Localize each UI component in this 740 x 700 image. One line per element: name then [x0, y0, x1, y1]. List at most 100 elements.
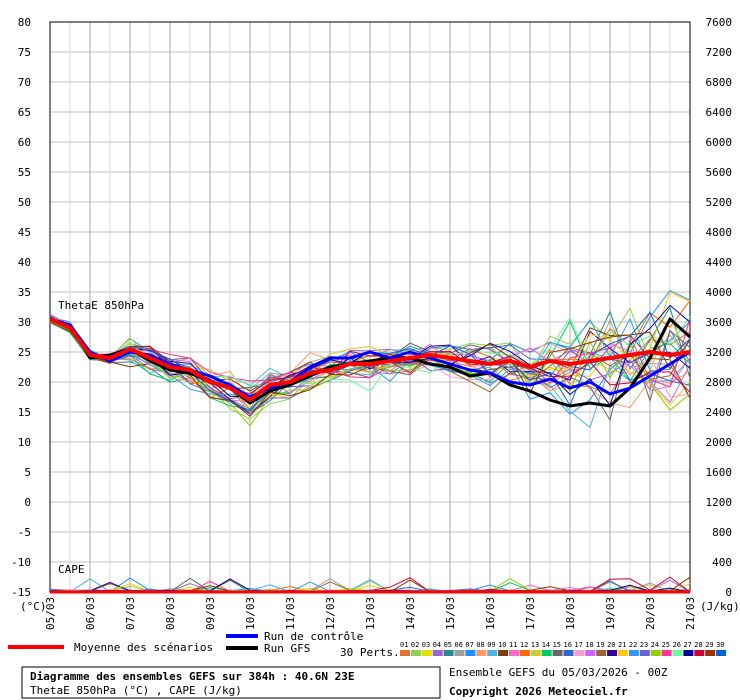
perturbation-swatch [432, 650, 443, 656]
right-tick-label: 3200 [706, 346, 733, 359]
right-tick-label: 1600 [706, 466, 733, 479]
date-tick-label: 05/03 [44, 597, 57, 630]
date-tick-label: 15/03 [444, 597, 457, 630]
perturbation-id: 27 [683, 641, 691, 649]
right-tick-label: 4000 [706, 286, 733, 299]
perturbation-id: 12 [520, 641, 528, 649]
perturbation-swatch [454, 650, 465, 656]
perturbation-id: 17 [574, 641, 582, 649]
left-tick-label: 75 [18, 46, 31, 59]
perturbation-id: 25 [662, 641, 670, 649]
right-tick-label: 2400 [706, 406, 733, 419]
left-tick-label: -5 [18, 526, 31, 539]
perturbation-id: 15 [553, 641, 561, 649]
mean-line [49, 317, 691, 402]
perturbation-swatch [661, 650, 672, 656]
cape-label: CAPE [58, 563, 85, 576]
right-tick-label: 4400 [706, 256, 733, 269]
date-tick-label: 14/03 [404, 597, 417, 630]
perturbation-line [49, 319, 691, 411]
left-tick-label: 20 [18, 376, 31, 389]
perturbation-swatch [650, 650, 661, 656]
date-axis: 05/03 06/03 07/03 08/03 09/03 10/03 11/03 12/03… [44, 597, 697, 630]
left-tick-label: 80 [18, 16, 31, 29]
right-unit-label: (J/kg) [700, 600, 740, 613]
grid-lines [49, 21, 691, 593]
date-tick-label: 12/03 [324, 597, 337, 630]
left-tick-label: 40 [18, 256, 31, 269]
perturbation-id: 20 [607, 641, 615, 649]
left-tick-label: 30 [18, 316, 31, 329]
legend-perts-label: 30 Perts. [340, 646, 400, 659]
perturbation-id: 11 [509, 641, 517, 649]
perturbation-id: 04 [433, 641, 441, 649]
legend-gfs-label: Run GFS [264, 642, 310, 655]
left-tick-label: 70 [18, 76, 31, 89]
perturbation-swatch [672, 650, 683, 656]
perturbation-id: 13 [531, 641, 539, 649]
perturbation-swatch [541, 650, 552, 656]
chart-title: Diagramme des ensembles GEFS sur 384h : … [30, 670, 355, 683]
perturbation-swatch [410, 650, 421, 656]
perturbation-id: 24 [651, 641, 659, 649]
perturbation-id: 16 [564, 641, 572, 649]
left-tick-label: 10 [18, 436, 31, 449]
perturbation-swatch [563, 650, 574, 656]
perturbation-swatch [476, 650, 487, 656]
left-tick-label: 50 [18, 196, 31, 209]
gfs-line [49, 317, 692, 408]
date-tick-label: 16/03 [484, 597, 497, 630]
chart-subtitle: ThetaE 850hPa (°C) , CAPE (J/kg) [30, 684, 242, 697]
perturbation-id: 28 [694, 641, 702, 649]
right-tick-label: 400 [712, 556, 732, 569]
left-tick-label: -10 [11, 556, 31, 569]
right-tick-label: 3600 [706, 316, 733, 329]
right-tick-label: 4800 [706, 226, 733, 239]
right-tick-label: 6800 [706, 76, 733, 89]
left-tick-label: 55 [18, 166, 31, 179]
date-tick-label: 18/03 [564, 597, 577, 630]
thetae-label: ThetaE 850hPa [58, 299, 144, 312]
perturbation-id: 23 [640, 641, 648, 649]
perturbation-id: 10 [498, 641, 506, 649]
perturbation-swatch [421, 650, 432, 656]
perturbation-swatch [530, 650, 541, 656]
perturbation-id: 07 [465, 641, 473, 649]
perturbation-id: 30 [716, 641, 724, 649]
right-tick-label: 2800 [706, 376, 733, 389]
main-series [49, 317, 692, 594]
date-tick-label: 13/03 [364, 597, 377, 630]
right-tick-label: 0 [725, 586, 732, 599]
perturbation-swatch [596, 650, 607, 656]
perturbation-swatch [705, 650, 716, 656]
perturbation-swatch [498, 650, 509, 656]
perturbation-id: 05 [444, 641, 452, 649]
perturbation-swatch [400, 650, 410, 656]
perturbation-id: 29 [705, 641, 713, 649]
perturbation-swatch [465, 650, 476, 656]
perturbation-line [49, 321, 691, 417]
left-tick-label: 65 [18, 106, 31, 119]
date-tick-label: 09/03 [204, 597, 217, 630]
left-tick-label: 45 [18, 226, 31, 239]
date-tick-label: 08/03 [164, 597, 177, 630]
right-tick-label: 6000 [706, 136, 733, 149]
perturbation-swatch [639, 650, 650, 656]
right-tick-label: 7600 [706, 16, 733, 29]
perturbation-swatch [694, 650, 705, 656]
perturbation-swatch [574, 650, 585, 656]
left-tick-label: 35 [18, 286, 31, 299]
left-tick-label: -15 [11, 586, 31, 599]
right-axis: 7600720068006400600056005200480044004000… [706, 16, 733, 599]
run-info: Ensemble GEFS du 05/03/2026 - 00Z [449, 666, 668, 679]
perturbation-id: 22 [629, 641, 637, 649]
control-line [49, 317, 691, 399]
left-tick-label: 0 [24, 496, 31, 509]
left-tick-label: 5 [24, 466, 31, 479]
legend-control-label: Run de contrôle [264, 630, 363, 643]
right-tick-label: 1200 [706, 496, 733, 509]
perturbation-swatch [509, 650, 519, 656]
date-tick-label: 20/03 [644, 597, 657, 630]
